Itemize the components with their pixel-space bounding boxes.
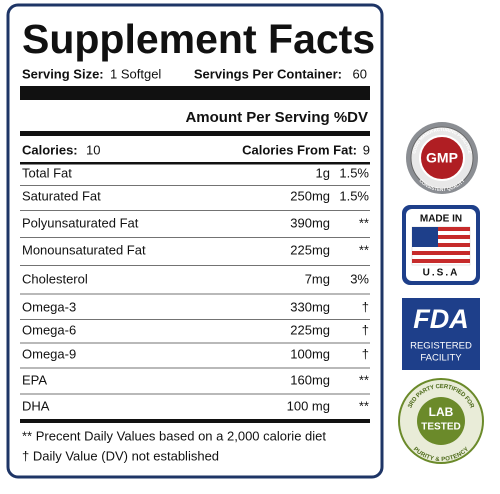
panel-border [6,3,384,479]
fda-line: FACILITY [420,353,462,364]
nutrient-name: Saturated Fat [22,188,101,203]
nutrient-dv: 1.5% [339,165,369,180]
calories-label: Calories: [22,142,78,157]
lab-line: LAB [429,405,454,419]
usa-badge: MADE IN U.S.A [402,205,480,285]
nutrient-dv: 1.5% [339,188,369,203]
nutrient-name: Monounsaturated Fat [22,242,146,257]
usa-top: MADE IN [420,214,462,225]
nutrient-dv: ** [359,372,369,387]
nutrient-amount: 225mg [290,322,330,337]
nutrient-name: Omega-6 [22,322,76,337]
rule [20,419,370,423]
nutrient-dv: 3% [350,271,369,286]
nutrient-amount: 160mg [290,372,330,387]
serving-size-label: Serving Size: [22,66,104,81]
rule [20,162,370,165]
fda-badge: FDA REGISTERED FACILITY [402,298,480,370]
nutrient-name: DHA [22,398,50,413]
servings-value: 60 [353,66,367,81]
nutrient-amount: 225mg [290,242,330,257]
nutrient-amount: 100 mg [287,398,330,413]
gmp-label: GMP [426,150,458,166]
footnote: ** Precent Daily Values based on a 2,000… [22,428,326,443]
nutrient-amount: 100mg [290,346,330,361]
servings-label: Servings Per Container: [194,66,342,81]
serving-size-value: 1 Softgel [110,66,161,81]
amount-header: Amount Per Serving %DV [185,109,368,126]
usa-bottom: U.S.A [423,268,460,279]
panel-title: Supplement Facts [22,16,375,62]
nutrient-name: EPA [22,372,47,387]
nutrient-dv: † [362,299,369,314]
fda-line: REGISTERED [410,341,472,352]
nutrient-dv: † [362,322,369,337]
thick-rule [20,86,370,100]
nutrient-name: Polyunsaturated Fat [22,215,139,230]
nutrient-amount: 390mg [290,215,330,230]
nutrient-amount: 1g [316,165,330,180]
nutrient-dv: ** [359,242,369,257]
nutrient-dv: † [362,346,369,361]
nutrient-name: Cholesterol [22,271,88,286]
nutrient-amount: 7mg [305,271,330,286]
nutrient-dv: ** [359,398,369,413]
nutrient-amount: 250mg [290,188,330,203]
rule [20,131,370,136]
lab-line: TESTED [421,422,460,433]
fda-logo: FDA [413,304,469,334]
nutrient-amount: 330mg [290,299,330,314]
footnote: † Daily Value (DV) not established [22,448,219,463]
lab-badge: LAB TESTED 3RD PARTY CERTIFIED FOR PURIT… [398,378,484,464]
calories-fat-label: Calories From Fat: [242,142,357,157]
calories-fat-value: 9 [363,142,370,157]
gmp-badge: GMP GOOD MANUFACTURING PRACTICE CONSISTE… [406,122,478,194]
nutrient-name: Omega-9 [22,346,76,361]
nutrient-name: Total Fat [22,165,72,180]
calories-value: 10 [86,142,100,157]
nutrient-rows: Total Fat 1g 1.5% Saturated Fat 250mg 1.5% Pol… [20,165,370,413]
nutrient-dv: ** [359,215,369,230]
nutrient-name: Omega-3 [22,299,76,314]
